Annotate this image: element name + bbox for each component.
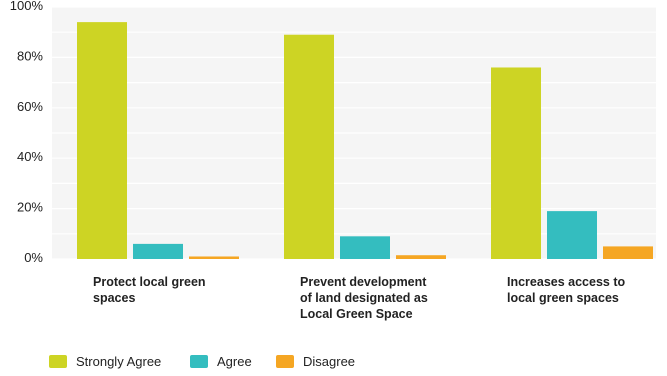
legend-label: Disagree [303,354,355,369]
y-tick-label: 80% [17,48,43,63]
x-category-label-line: local green spaces [507,291,619,305]
legend-item: Disagree [276,354,355,369]
legend-label: Strongly Agree [76,354,161,369]
legend-item: Agree [190,354,252,369]
bar-strongly-agree [284,34,334,259]
y-axis-ticks: 0% 20% 40% 60% 80% 100% [10,0,44,265]
bars [77,22,653,260]
y-tick-label: 40% [17,149,43,164]
legend-label: Agree [217,354,252,369]
bar-agree [340,236,390,259]
y-tick-label: 20% [17,200,43,215]
legend-swatch [276,355,294,368]
bar-disagree [189,256,239,259]
legend: Strongly Agree Agree Disagree [49,354,355,369]
x-category-label-line: spaces [93,291,135,305]
bar-agree [133,243,183,259]
x-axis-labels: Protect local green spaces Prevent develop… [93,275,626,321]
bar-disagree [603,246,653,259]
x-category-label-line: Local Green Space [300,307,413,321]
x-category-label: Protect local green spaces [93,275,206,305]
bar-agree [547,211,597,259]
y-tick-label: 0% [24,250,43,265]
bar-disagree [396,255,446,259]
x-category-label: Prevent development of land designated as… [300,275,428,321]
bar-strongly-agree [77,22,127,260]
x-category-label: Increases access to local green spaces [507,275,626,305]
x-category-label-line: of land designated as [300,291,428,305]
x-category-label-line: Prevent development [300,275,427,289]
y-tick-label: 100% [10,0,44,13]
gridlines [52,6,656,260]
y-tick-label: 60% [17,99,43,114]
legend-swatch [190,355,208,368]
x-category-label-line: Increases access to [507,275,626,289]
legend-item: Strongly Agree [49,354,161,369]
bar-strongly-agree [491,67,541,259]
x-category-label-line: Protect local green [93,275,206,289]
legend-swatch [49,355,67,368]
